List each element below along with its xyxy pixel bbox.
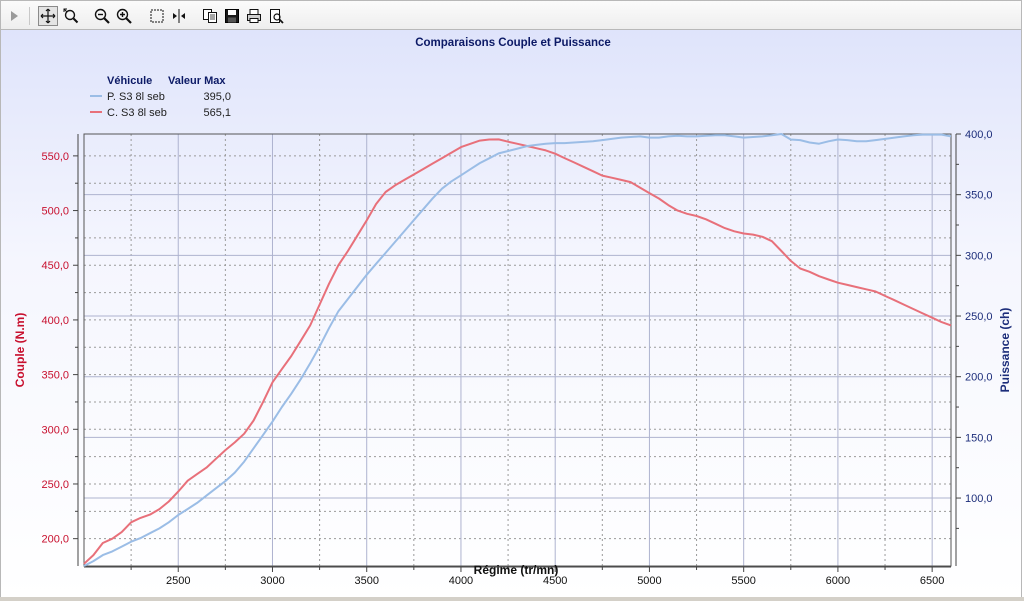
series-layer (83, 133, 952, 567)
left-axis-tick-label: 350,0 (41, 370, 69, 382)
toolbar-separator (29, 7, 30, 25)
x-axis-tick-label: 5000 (637, 575, 661, 587)
right-axis-tick-label: 350,0 (965, 190, 993, 202)
left-axis-tick-label: 250,0 (41, 479, 69, 491)
legend-entry-max: 565,1 (203, 107, 231, 119)
print-icon[interactable] (244, 6, 264, 26)
right-axis-tick-label: 400,0 (965, 129, 993, 141)
play-arrow-icon[interactable] (4, 6, 24, 26)
x-axis-tick-label: 6000 (826, 575, 850, 587)
x-axis-tick-label: 4500 (543, 575, 567, 587)
left-axis: 200,0 250,0 300,0 350,0 400,0 450,0 500,0 550,0 (41, 134, 79, 566)
right-axis: 100,0 150,0 200,0 250,0 300,0 350,0 400,0 (955, 129, 993, 566)
chart-panel: Comparaisons Couple et Puissance Véhicul… (0, 30, 1022, 599)
select-rectangle-icon[interactable] (147, 6, 167, 26)
x-axis: 2500 3000 3500 4000 4500 5000 5500 6000 6500 (84, 566, 951, 587)
zoom-fit-icon[interactable] (61, 6, 81, 26)
chart-title: Comparaisons Couple et Puissance (415, 37, 611, 49)
legend-entry-max: 395,0 (203, 91, 231, 103)
x-axis-label: Régime (tr/mn) (474, 563, 559, 577)
dyno-chart: Comparaisons Couple et Puissance Véhicul… (13, 37, 1012, 587)
x-axis-tick-label: 6500 (920, 575, 944, 587)
legend-entry-label: C. S3 8l seb (107, 107, 167, 119)
x-axis-tick-label: 5500 (731, 575, 755, 587)
right-axis-tick-label: 300,0 (965, 250, 993, 262)
left-axis-tick-label: 200,0 (41, 534, 69, 546)
x-axis-tick-label: 4000 (449, 575, 473, 587)
x-axis-tick-label: 3500 (354, 575, 378, 587)
x-axis-tick-label: 2500 (166, 575, 190, 587)
right-axis-tick-label: 150,0 (965, 432, 993, 444)
right-axis-tick-label: 100,0 (965, 493, 993, 505)
legend-entry-label: P. S3 8l seb (107, 91, 165, 103)
copy-icon[interactable] (200, 6, 220, 26)
right-axis-tick-label: 200,0 (965, 372, 993, 384)
left-axis-tick-label: 550,0 (41, 151, 69, 163)
status-strip (0, 597, 1024, 601)
x-axis-tick-label: 3000 (260, 575, 284, 587)
zoom-in-icon[interactable] (114, 6, 134, 26)
left-axis-tick-label: 500,0 (41, 206, 69, 218)
legend-header-max: Valeur Max (168, 75, 226, 87)
left-axis-tick-label: 300,0 (41, 424, 69, 436)
series-line-couple (83, 138, 952, 565)
toolbar (0, 0, 1022, 30)
legend-header-vehicle: Véhicule (107, 75, 152, 87)
series-line-puissance (83, 133, 952, 567)
plot-area-border (83, 133, 952, 567)
cursor-compare-icon[interactable] (169, 6, 189, 26)
legend: Véhicule Valeur Max P. S3 8l seb 395,0 C. … (90, 75, 231, 119)
zoom-out-icon[interactable] (92, 6, 112, 26)
grid (84, 133, 951, 566)
save-disk-icon[interactable] (222, 6, 242, 26)
print-preview-icon[interactable] (266, 6, 286, 26)
left-axis-label: Couple (N.m) (13, 313, 27, 388)
left-axis-tick-label: 450,0 (41, 260, 69, 272)
left-axis-tick-label: 400,0 (41, 315, 69, 327)
right-axis-label: Puissance (ch) (998, 308, 1012, 393)
right-axis-tick-label: 250,0 (965, 311, 993, 323)
pan-cross-icon[interactable] (38, 6, 58, 26)
